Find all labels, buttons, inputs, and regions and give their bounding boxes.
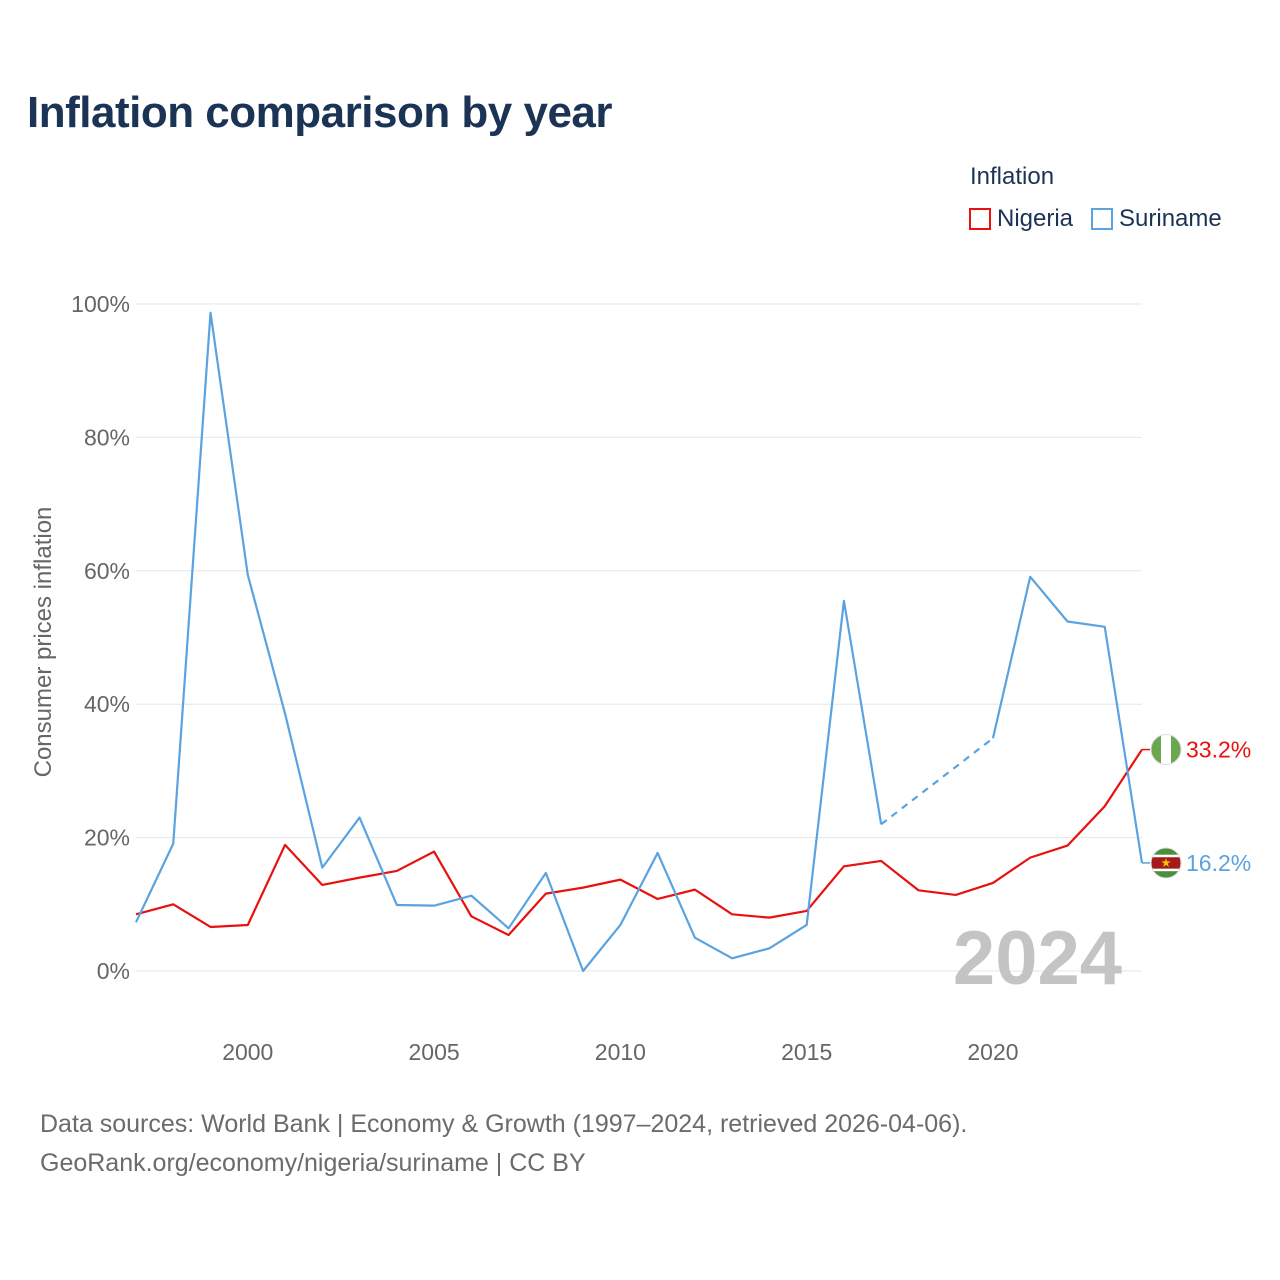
y-tick-label: 0% xyxy=(97,958,130,984)
x-tick-label: 2020 xyxy=(967,1039,1018,1065)
page-title: Inflation comparison by year xyxy=(27,88,613,137)
source-line-1: Data sources: World Bank | Economy & Gro… xyxy=(40,1110,968,1138)
source-note: Data sources: World Bank | Economy & Gro… xyxy=(40,1105,967,1183)
x-tick-label: 2015 xyxy=(781,1039,832,1065)
x-tick-label: 2010 xyxy=(595,1039,646,1065)
y-tick-label: 100% xyxy=(71,291,130,317)
y-tick-label: 60% xyxy=(84,558,130,584)
source-line-2[interactable]: GeoRank.org/economy/nigeria/suriname | C… xyxy=(40,1149,586,1177)
legend-title: Inflation xyxy=(970,163,1055,190)
x-axis-ticks: 2000 2005 2010 2015 2020 xyxy=(222,1039,1018,1065)
legend-item-suriname[interactable]: Suriname xyxy=(1091,205,1222,233)
end-label-nigeria: 33.2% xyxy=(1186,737,1251,763)
gridlines xyxy=(136,303,1142,972)
series-line-suriname[interactable] xyxy=(991,575,1144,864)
legend-swatch-suriname xyxy=(1091,208,1114,230)
series-gap-suriname xyxy=(880,737,994,826)
y-tick-label: 80% xyxy=(84,424,130,450)
x-tick-label: 2005 xyxy=(408,1039,459,1065)
legend-label-nigeria: Nigeria xyxy=(997,205,1074,232)
legend-label-suriname: Suriname xyxy=(1119,205,1222,232)
legend-swatch-nigeria xyxy=(969,208,991,230)
end-label-suriname: 16.2% xyxy=(1186,850,1251,876)
series-line-nigeria[interactable] xyxy=(135,748,1143,937)
y-tick-label: 40% xyxy=(84,691,130,717)
year-watermark: 2024 xyxy=(953,916,1122,1001)
legend-item-nigeria[interactable]: Nigeria xyxy=(969,205,1073,233)
end-markers: 33.2% 16.2% xyxy=(1142,734,1251,879)
y-tick-label: 20% xyxy=(84,825,130,851)
x-tick-label: 2000 xyxy=(222,1039,273,1065)
flag-icon-suriname xyxy=(1150,847,1182,879)
flag-icon-nigeria xyxy=(1150,734,1182,766)
y-axis-label: Consumer prices inflation xyxy=(30,507,57,778)
series-lines xyxy=(135,311,1144,973)
y-axis-ticks: 0% 20% 40% 60% 80% 100% xyxy=(71,291,130,984)
legend: Nigeria Suriname xyxy=(969,205,1222,233)
series-line-suriname[interactable] xyxy=(135,311,883,973)
